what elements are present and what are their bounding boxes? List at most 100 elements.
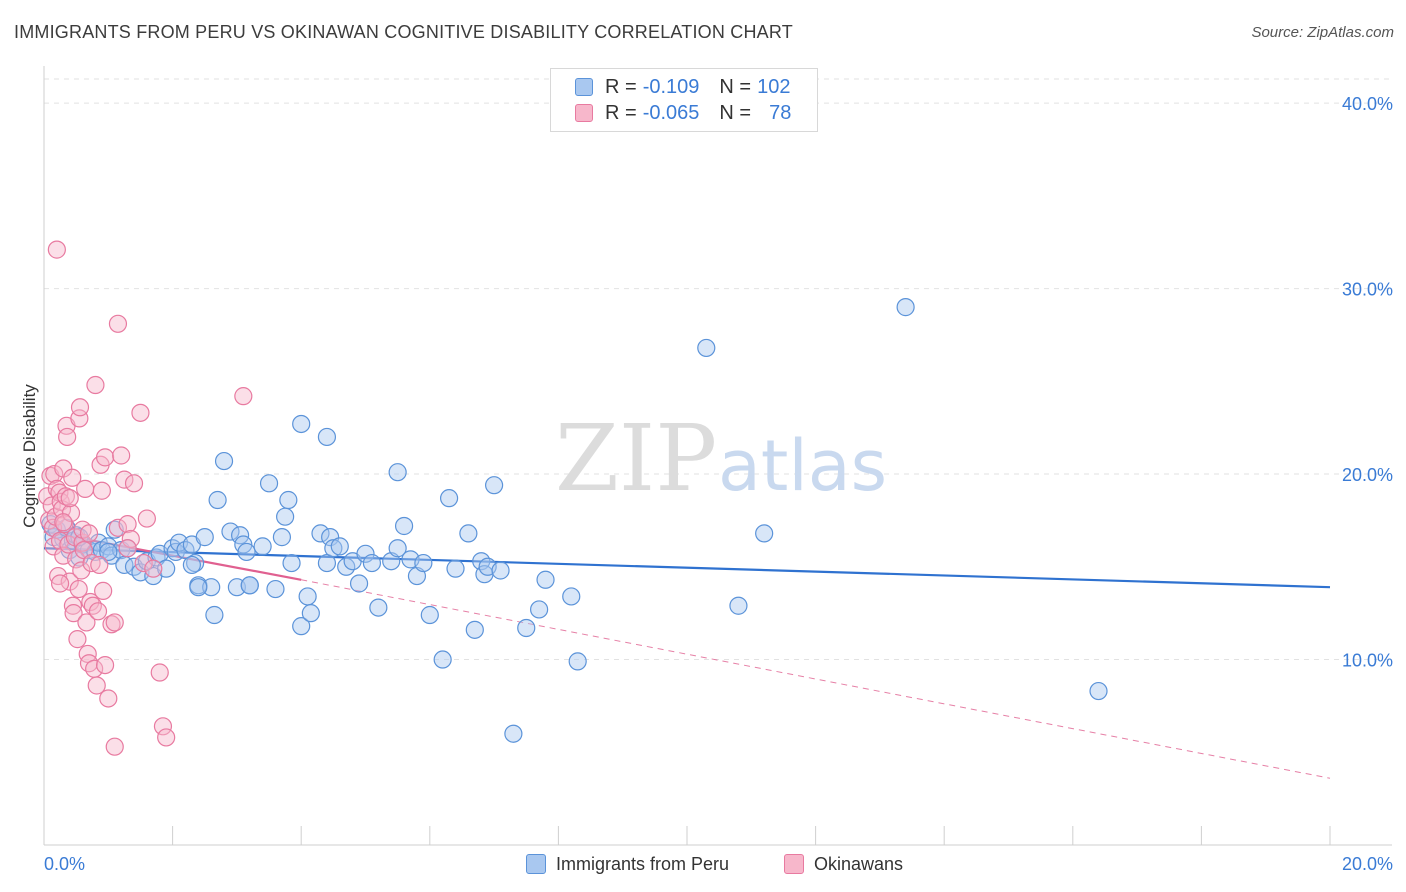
okinawan-point — [54, 513, 73, 532]
okinawan-point — [234, 387, 253, 406]
okinawan-point — [47, 240, 66, 259]
okinawan-point — [87, 676, 106, 695]
okinawan-point — [131, 403, 150, 422]
peru-point — [562, 587, 581, 606]
peru-point — [292, 617, 311, 636]
peru-point — [530, 600, 549, 619]
peru-point — [369, 598, 388, 617]
peru-trend-line — [43, 547, 1331, 589]
okinawan-point — [153, 717, 173, 736]
okinawan-trend-line — [43, 530, 302, 581]
okinawan-point — [95, 448, 115, 467]
bottom-legend-swatch-pink — [784, 854, 804, 874]
legend-n-label: N = — [719, 101, 752, 124]
bottom-legend-label: Okinawans — [814, 853, 904, 874]
peru-point — [182, 555, 201, 575]
peru-point — [298, 587, 317, 606]
peru-point — [186, 553, 205, 573]
axes — [43, 66, 1392, 846]
okinawan-point — [77, 613, 96, 632]
peru-point — [272, 528, 292, 547]
peru-point — [388, 539, 407, 558]
peru-point — [202, 578, 221, 597]
y-tick-label: 10.0% — [1342, 651, 1393, 671]
okinawan-point — [144, 559, 163, 578]
peru-point — [1089, 681, 1108, 701]
okinawan-point — [79, 654, 99, 673]
watermark: ZIP atlas — [555, 405, 887, 512]
bottom-legend-peru: Immigrants from Peru — [526, 851, 729, 877]
okinawan-point — [83, 596, 102, 615]
okinawan-point — [92, 481, 111, 500]
okinawan-point — [124, 474, 144, 493]
trend-lines — [43, 530, 1331, 779]
okinawan-point — [58, 427, 77, 447]
okinawan-point — [60, 489, 79, 508]
y-tick-label: 20.0% — [1342, 465, 1393, 485]
peru-point — [362, 553, 382, 573]
peru-point — [536, 570, 555, 589]
okinawan-point — [79, 524, 99, 543]
legend-n-label: N = — [719, 75, 752, 98]
peru-point — [253, 537, 272, 556]
peru-point — [237, 542, 256, 562]
data-points — [38, 240, 1108, 756]
peru-point — [433, 650, 452, 669]
okinawan-point — [73, 533, 92, 552]
peru-point — [568, 652, 587, 671]
peru-point — [420, 605, 439, 625]
okinawan-point — [68, 630, 87, 649]
okinawan-point — [95, 655, 115, 675]
legend-r-value: -0.065 — [642, 101, 700, 124]
okinawan-point — [72, 561, 91, 580]
okinawan-trend-extension — [301, 579, 1331, 779]
okinawan-point — [63, 596, 83, 615]
okinawan-point — [105, 613, 124, 632]
peru-point — [259, 474, 279, 493]
legend-r-label: R = — [605, 101, 637, 124]
peru-point — [485, 476, 504, 495]
peru-point — [439, 489, 459, 508]
okinawan-point — [105, 737, 124, 756]
peru-point — [324, 539, 343, 558]
okinawan-point — [51, 492, 70, 511]
peru-point — [221, 522, 240, 541]
peru-point — [279, 490, 298, 510]
legend-n-value: 102 — [757, 75, 791, 98]
peru-point — [414, 553, 433, 573]
peru-point — [729, 596, 748, 615]
legend-r-value: -0.109 — [642, 75, 700, 98]
okinawan-point — [45, 464, 64, 484]
peru-point — [446, 559, 465, 578]
okinawan-point — [115, 470, 134, 489]
peru-point — [349, 574, 369, 593]
legend: R = -0.109 N = 102 R = -0.065 N = 78 — [550, 68, 818, 132]
peru-point — [282, 553, 301, 573]
okinawan-point — [118, 539, 137, 558]
bottom-legend-okinawan: Okinawans — [784, 851, 903, 877]
peru-point — [394, 516, 414, 536]
legend-swatch-blue — [575, 78, 593, 96]
y-axis-label: Cognitive Disability — [20, 384, 39, 528]
okinawan-point — [99, 689, 118, 708]
peru-point — [195, 528, 214, 547]
okinawan-point — [61, 503, 81, 523]
okinawan-point — [64, 604, 83, 623]
peru-point — [697, 338, 716, 358]
okinawan-point — [86, 375, 105, 395]
chart-title: IMMIGRANTS FROM PERU VS OKINAWAN COGNITI… — [14, 22, 793, 42]
peru-point — [276, 507, 295, 526]
okinawan-point — [67, 550, 86, 569]
okinawan-point — [90, 555, 109, 575]
peru-point — [459, 524, 478, 543]
watermark-zip: ZIP — [555, 405, 717, 512]
peru-point — [214, 451, 234, 471]
peru-point — [491, 561, 510, 580]
x-tick-label: 0.0% — [44, 854, 85, 874]
peru-point — [388, 463, 407, 482]
grid-lines — [44, 78, 1392, 661]
okinawan-point — [70, 398, 90, 417]
legend-row-peru: R = -0.109 N = 102 — [575, 74, 790, 100]
legend-row-okinawan: R = -0.065 N = 78 — [575, 100, 791, 126]
